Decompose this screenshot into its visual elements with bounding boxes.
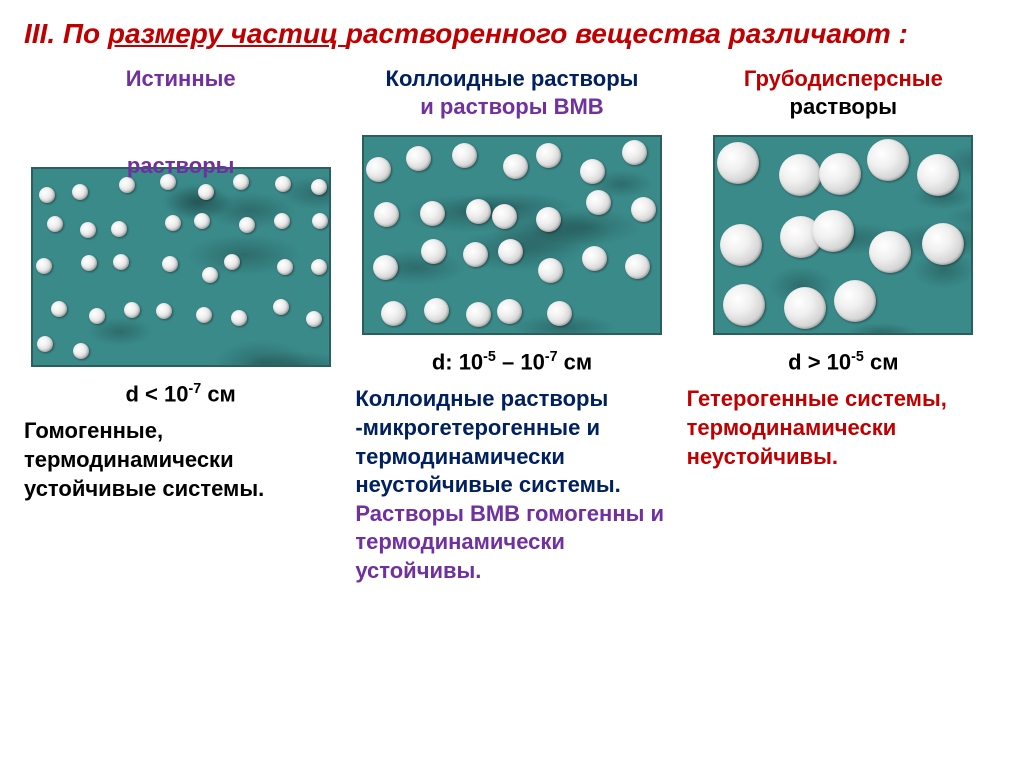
particle-panel <box>31 167 331 367</box>
particle <box>277 259 293 275</box>
particle <box>812 210 854 252</box>
size-caption: d: 10-5 – 10-7 см <box>355 349 668 375</box>
particle-panel <box>713 135 973 335</box>
particle <box>165 215 181 231</box>
column-heading: Коллоидные растворыи растворы ВМВ <box>355 65 668 125</box>
particle <box>452 143 477 168</box>
particle <box>717 142 759 184</box>
particle <box>819 153 861 195</box>
column-heading-line2: и растворы ВМВ <box>355 93 668 121</box>
description-segment: Коллоидные растворы -микрогетерогенные и… <box>355 385 668 499</box>
column-description: Гомогенные, термодинамически устойчивые … <box>24 417 337 503</box>
column: Истинные растворы d < 10-7 см Гомогенные, т… <box>24 65 337 585</box>
particle <box>723 284 765 326</box>
particle <box>536 143 561 168</box>
particle <box>47 216 63 232</box>
particle <box>374 202 399 227</box>
particle <box>113 254 129 270</box>
particle <box>492 204 517 229</box>
column-description: Гетерогенные системы, термодинамически н… <box>687 385 1000 471</box>
particle <box>202 267 218 283</box>
description-segment: Гетерогенные системы, термодинамически н… <box>687 385 1000 471</box>
particle <box>381 301 406 326</box>
particle <box>631 197 656 222</box>
particle <box>72 184 88 200</box>
particle <box>582 246 607 271</box>
slide-title: III. По размеру частиц растворенного вещ… <box>24 16 1000 51</box>
description-segment: Растворы ВМВ гомогенны и термодинамическ… <box>355 500 668 586</box>
particle <box>463 242 488 267</box>
column-heading-line1: Коллоидные растворы <box>355 65 668 93</box>
particle <box>622 140 647 165</box>
particle <box>406 146 431 171</box>
water-patch <box>847 323 917 335</box>
particle <box>124 302 140 318</box>
particle <box>625 254 650 279</box>
particle <box>37 336 53 352</box>
particle <box>424 298 449 323</box>
particle <box>466 199 491 224</box>
particle <box>922 223 964 265</box>
particle <box>306 311 322 327</box>
column-heading-line2: растворы <box>687 93 1000 121</box>
particle <box>224 254 240 270</box>
particle <box>720 224 762 266</box>
column-heading-line1: Грубодисперсные <box>687 65 1000 93</box>
particle <box>869 231 911 273</box>
size-caption: d > 10-5 см <box>687 349 1000 375</box>
columns-row: Истинные растворы d < 10-7 см Гомогенные, т… <box>24 65 1000 585</box>
particle <box>111 221 127 237</box>
particle <box>51 301 67 317</box>
panel-wrap <box>24 167 337 367</box>
particle <box>73 343 89 359</box>
particle <box>196 307 212 323</box>
particle <box>420 201 445 226</box>
particle <box>273 299 289 315</box>
particle <box>580 159 605 184</box>
particle <box>917 154 959 196</box>
particle <box>194 213 210 229</box>
particle <box>498 239 523 264</box>
panel-wrap <box>355 135 668 335</box>
title-suffix: растворенного вещества различают : <box>346 18 908 49</box>
particle <box>81 255 97 271</box>
column: Коллоидные растворыи растворы ВМВ d: 10-5… <box>355 65 668 585</box>
particle <box>421 239 446 264</box>
particle <box>162 256 178 272</box>
particle <box>466 302 491 327</box>
particle <box>312 213 328 229</box>
particle-panel <box>362 135 662 335</box>
slide-root: III. По размеру частиц растворенного вещ… <box>0 0 1024 768</box>
size-caption: d < 10-7 см <box>24 381 337 407</box>
particle <box>373 255 398 280</box>
column-heading: Грубодисперсныерастворы <box>687 65 1000 125</box>
description-segment: Гомогенные, термодинамически устойчивые … <box>24 417 337 503</box>
title-prefix: III. По <box>24 18 108 49</box>
particle <box>311 259 327 275</box>
column-heading: Истинные <box>24 65 337 125</box>
particle <box>239 217 255 233</box>
particle <box>156 303 172 319</box>
particle <box>536 207 561 232</box>
particle <box>36 258 52 274</box>
column-heading-line1: Истинные <box>24 65 337 93</box>
particle <box>39 187 55 203</box>
particle <box>779 154 821 196</box>
particle <box>497 299 522 324</box>
particle <box>867 139 909 181</box>
column-overlay-label: растворы <box>24 153 337 179</box>
particle <box>503 154 528 179</box>
particle <box>80 222 96 238</box>
column-description: Коллоидные растворы -микрогетерогенные и… <box>355 385 668 585</box>
title-keyword: размеру частиц <box>108 18 346 49</box>
panel-wrap <box>687 135 1000 335</box>
particle <box>231 310 247 326</box>
particle <box>834 280 876 322</box>
particle <box>119 177 135 193</box>
particle <box>538 258 563 283</box>
column: Грубодисперсныерастворы d > 10-5 см Гетеро… <box>687 65 1000 585</box>
particle <box>784 287 826 329</box>
particle <box>274 213 290 229</box>
particle <box>366 157 391 182</box>
